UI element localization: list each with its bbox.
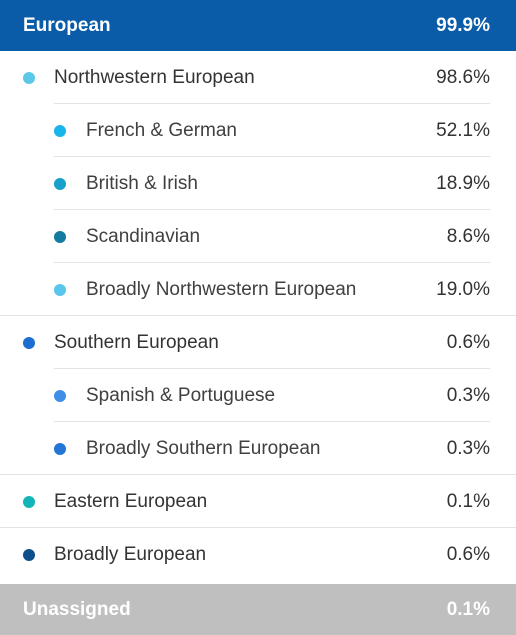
header-label: European — [23, 14, 111, 36]
ancestry-row-spanish-and-portuguese[interactable]: Spanish & Portuguese 0.3% — [0, 369, 516, 422]
ancestry-row-value: 0.3% — [446, 437, 490, 459]
color-dot-icon — [54, 442, 66, 455]
row-divider — [54, 209, 490, 210]
color-dot-icon — [54, 283, 66, 296]
ancestry-row-scandinavian[interactable]: Scandinavian 8.6% — [0, 210, 516, 263]
color-dot-icon — [54, 230, 66, 243]
ancestry-row-value: 19.0% — [436, 278, 490, 300]
ancestry-row-broadly-european[interactable]: Broadly European 0.6% — [0, 528, 516, 581]
ancestry-row-value: 18.9% — [436, 172, 490, 194]
row-divider — [54, 156, 490, 157]
european-header-row[interactable]: European 99.9% — [0, 0, 516, 51]
ancestry-row-value: 52.1% — [436, 119, 490, 141]
ancestry-row-label: Southern European — [54, 331, 219, 353]
row-divider — [54, 262, 490, 263]
ancestry-row-southern-european[interactable]: Southern European 0.6% — [0, 316, 516, 369]
unassigned-footer-row[interactable]: Unassigned 0.1% — [0, 584, 516, 635]
ancestry-row-label: Eastern European — [54, 490, 208, 512]
ancestry-rows-list: Northwestern European 98.6% French & Germa… — [0, 51, 516, 581]
footer-label: Unassigned — [23, 598, 131, 620]
color-dot-icon — [54, 177, 66, 190]
ancestry-row-label: Spanish & Portuguese — [86, 384, 276, 406]
ancestry-row-label: Broadly European — [54, 543, 207, 565]
ancestry-row-label: Scandinavian — [86, 225, 201, 247]
ancestry-row-broadly-northwestern-european[interactable]: Broadly Northwestern European 19.0% — [0, 263, 516, 316]
row-divider — [54, 368, 490, 369]
ancestry-row-value: 0.6% — [446, 331, 490, 353]
ancestry-row-value: 8.6% — [446, 225, 490, 247]
ancestry-row-value: 0.1% — [446, 490, 490, 512]
ancestry-row-value: 98.6% — [436, 66, 490, 88]
row-divider — [0, 315, 516, 316]
ancestry-row-broadly-southern-european[interactable]: Broadly Southern European 0.3% — [0, 422, 516, 475]
ancestry-row-eastern-european[interactable]: Eastern European 0.1% — [0, 475, 516, 528]
ancestry-row-british-and-irish[interactable]: British & Irish 18.9% — [0, 157, 516, 210]
ancestry-row-label: Broadly Southern European — [86, 437, 321, 459]
row-divider — [0, 527, 516, 528]
ancestry-row-label: British & Irish — [86, 172, 198, 194]
color-dot-icon — [23, 495, 35, 508]
header-value: 99.9% — [436, 14, 490, 36]
row-divider — [54, 103, 490, 104]
ancestry-row-northwestern-european[interactable]: Northwestern European 98.6% — [0, 51, 516, 104]
ancestry-row-value: 0.6% — [446, 543, 490, 565]
color-dot-icon — [23, 548, 35, 561]
ancestry-row-value: 0.3% — [446, 384, 490, 406]
ancestry-row-label: French & German — [86, 119, 237, 141]
row-divider — [0, 474, 516, 475]
footer-value: 0.1% — [446, 598, 490, 620]
color-dot-icon — [23, 71, 35, 84]
ancestry-row-label: Northwestern European — [54, 66, 255, 88]
color-dot-icon — [54, 124, 66, 137]
ancestry-row-label: Broadly Northwestern European — [86, 278, 357, 300]
color-dot-icon — [54, 389, 66, 402]
row-divider — [54, 421, 490, 422]
color-dot-icon — [23, 336, 35, 349]
ancestry-row-french-and-german[interactable]: French & German 52.1% — [0, 104, 516, 157]
